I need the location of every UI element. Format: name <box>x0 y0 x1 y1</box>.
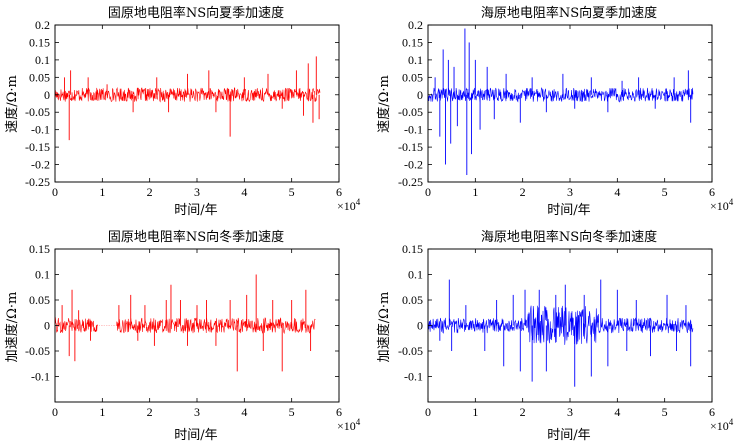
y-tick-label: 0 <box>417 319 423 333</box>
y-tick-label: -0.25 <box>25 175 50 189</box>
y-axis-label: 速度/Ω·m <box>4 75 20 133</box>
x-tick-label: 1 <box>472 405 478 419</box>
y-tick-label: 0.1 <box>408 53 423 67</box>
x-axis-multiplier: ×104 <box>710 417 734 433</box>
chart-title: 固原地电阻率NS向冬季加速度 <box>108 229 284 245</box>
series-trace <box>54 317 316 335</box>
x-tick-label: 6 <box>336 405 342 419</box>
y-tick-label: 0.2 <box>408 18 423 32</box>
y-tick-label: 0.15 <box>402 242 423 256</box>
x-tick-label: 6 <box>336 185 342 199</box>
x-tick-label: 2 <box>147 405 153 419</box>
x-tick-label: 6 <box>709 185 715 199</box>
y-tick-label: -0.1 <box>404 123 423 137</box>
y-tick-label: 0.15 <box>29 35 50 49</box>
panel-haiyuan-winter: 海原地电阻率NS向冬季加速度 时间/年 加速度/Ω·m -0.1 -0.05 0 0.… <box>376 229 734 443</box>
y-tick-label: -0.15 <box>25 140 50 154</box>
y-tick-label: 0.05 <box>402 70 423 84</box>
x-tick-label: 4 <box>241 405 247 419</box>
chart-title: 海原地电阻率NS向夏季加速度 <box>481 5 657 21</box>
y-tick-label: -0.1 <box>31 370 50 384</box>
y-tick-label: -0.2 <box>31 158 50 172</box>
x-tick-label: 1 <box>472 185 478 199</box>
x-tick-label: 3 <box>567 185 573 199</box>
y-tick-label: 0.1 <box>35 268 50 282</box>
x-tick-label: 3 <box>194 405 200 419</box>
x-axis-multiplier: ×104 <box>337 197 361 213</box>
y-tick-label: 0.1 <box>35 53 50 67</box>
x-tick-label: 5 <box>289 405 295 419</box>
x-tick-label: 1 <box>99 405 105 419</box>
y-tick-label: 0 <box>44 88 50 102</box>
x-tick-label: 4 <box>614 185 620 199</box>
y-axis-label: 加速度/Ω·m <box>4 292 20 363</box>
x-tick-label: 2 <box>147 185 153 199</box>
x-tick-label: 5 <box>289 185 295 199</box>
x-tick-label: 1 <box>99 185 105 199</box>
chart-title: 固原地电阻率NS向夏季加速度 <box>108 5 284 21</box>
y-tick-label: 0.15 <box>29 242 50 256</box>
y-tick-label: -0.05 <box>398 105 423 119</box>
panel-guyuan-summer: 固原地电阻率NS向夏季加速度 时间/年 速度/Ω·m -0.25 -0.2 -0.1… <box>4 5 361 218</box>
y-tick-label: 0.1 <box>408 268 423 282</box>
x-tick-label: 5 <box>662 405 668 419</box>
x-tick-label: 0 <box>52 185 58 199</box>
x-tick-label: 2 <box>520 185 526 199</box>
x-axis-multiplier: ×104 <box>710 197 734 213</box>
y-tick-label: -0.05 <box>25 105 50 119</box>
x-tick-label: 3 <box>567 405 573 419</box>
y-tick-label: -0.15 <box>398 140 423 154</box>
y-tick-label: 0.05 <box>402 293 423 307</box>
x-tick-label: 0 <box>52 405 58 419</box>
y-tick-label: -0.05 <box>398 344 423 358</box>
y-tick-label: 0.15 <box>402 35 423 49</box>
y-axis-label: 速度/Ω·m <box>376 75 392 133</box>
x-axis-multiplier: ×104 <box>337 417 361 433</box>
chart-title: 海原地电阻率NS向冬季加速度 <box>481 229 657 245</box>
y-tick-label: -0.1 <box>404 370 423 384</box>
y-tick-label: -0.1 <box>31 123 50 137</box>
series-trace <box>427 305 694 345</box>
plot-area <box>54 24 340 183</box>
y-tick-label: 0.2 <box>35 18 50 32</box>
y-tick-label: 0.05 <box>29 293 50 307</box>
x-tick-label: 0 <box>425 185 431 199</box>
y-tick-label: 0.05 <box>29 70 50 84</box>
y-tick-label: 0 <box>417 88 423 102</box>
y-tick-label: -0.25 <box>398 175 423 189</box>
panel-guyuan-winter: 固原地电阻率NS向冬季加速度 时间/年 加速度/Ω·m -0.1 -0.05 0 0.… <box>4 229 361 443</box>
y-axis-label: 加速度/Ω·m <box>376 292 392 363</box>
panel-haiyuan-summer: 海原地电阻率NS向夏季加速度 时间/年 速度/Ω·m -0.25 -0.2 -0.1… <box>376 5 734 218</box>
x-tick-label: 0 <box>425 405 431 419</box>
y-tick-label: -0.05 <box>25 344 50 358</box>
plot-area <box>427 24 713 183</box>
x-axis-label: 时间/年 <box>547 428 590 443</box>
x-tick-label: 2 <box>520 405 526 419</box>
x-axis-label: 时间/年 <box>547 203 590 218</box>
x-tick-label: 6 <box>709 405 715 419</box>
x-axis-label: 时间/年 <box>174 428 217 443</box>
x-tick-label: 4 <box>241 185 247 199</box>
x-tick-label: 4 <box>614 405 620 419</box>
y-tick-label: 0 <box>44 319 50 333</box>
y-tick-label: -0.2 <box>404 158 423 172</box>
x-axis-label: 时间/年 <box>174 203 217 218</box>
x-tick-label: 5 <box>662 185 668 199</box>
x-tick-label: 3 <box>194 185 200 199</box>
